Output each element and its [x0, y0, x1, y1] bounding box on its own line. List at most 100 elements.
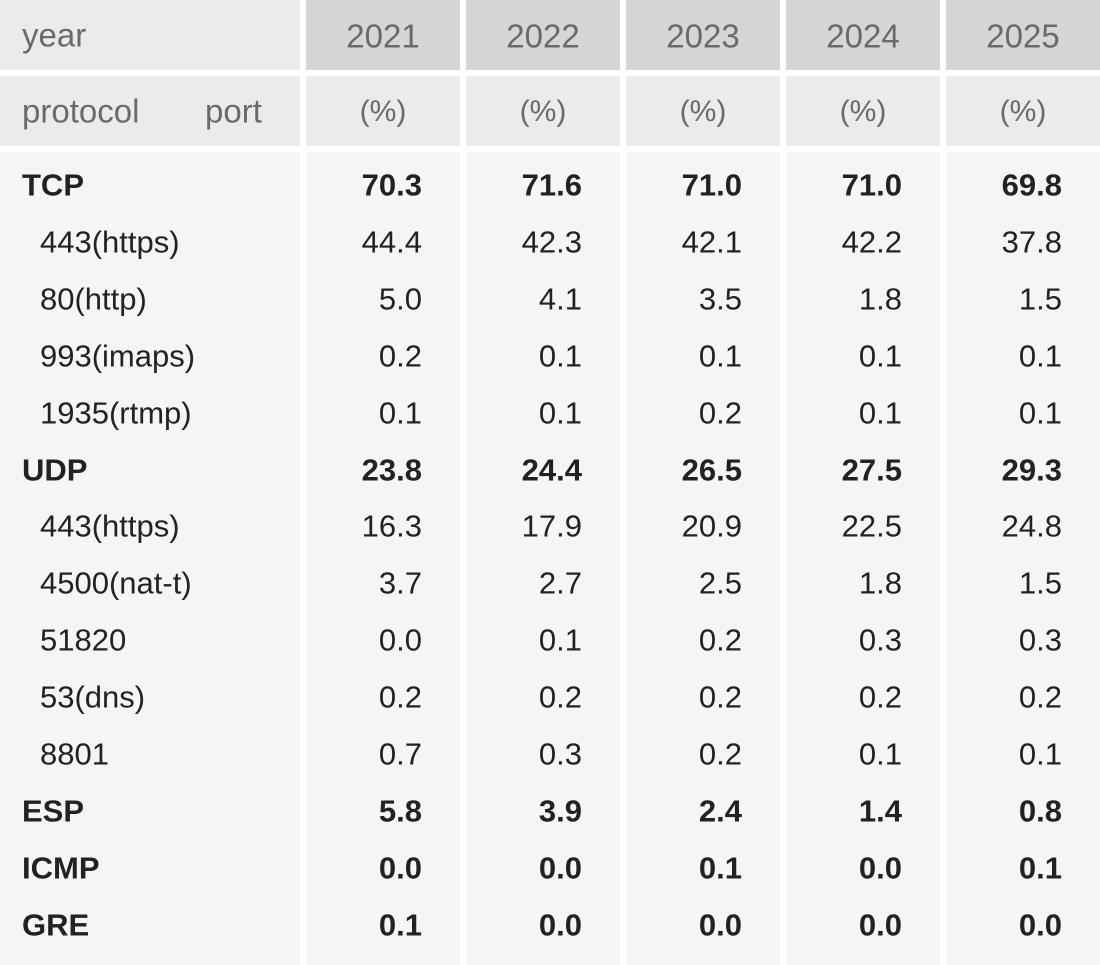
value-cell: 0.1: [1018, 850, 1062, 886]
value-cell: 2.4: [698, 793, 742, 829]
header-cell: [306, 0, 460, 70]
value-cell: 0.2: [698, 622, 742, 658]
header-cell: [946, 76, 1100, 146]
protocol-label: GRE: [22, 907, 90, 943]
header-cell: [466, 76, 620, 146]
header-label: port: [205, 92, 262, 130]
value-cell: 0.8: [1018, 793, 1062, 829]
body-column: [466, 152, 620, 965]
value-cell: 23.8: [361, 452, 422, 487]
value-cell: 5.8: [378, 793, 422, 829]
body-column: [306, 152, 460, 965]
protocol-label: TCP: [22, 167, 84, 203]
value-cell: 0.0: [858, 850, 902, 886]
value-cell: 1.8: [858, 565, 902, 601]
port-label: 1935(rtmp): [40, 395, 192, 431]
value-cell: 4.1: [538, 281, 582, 317]
year-header: 2025: [986, 17, 1060, 55]
year-header: 2021: [346, 17, 420, 55]
value-cell: 42.2: [841, 224, 902, 260]
value-cell: 0.0: [698, 907, 742, 943]
value-cell: 17.9: [521, 508, 582, 544]
value-cell: 0.0: [538, 850, 582, 886]
unit-header: (%): [519, 95, 567, 128]
port-label: 993(imaps): [40, 338, 196, 374]
value-cell: 1.4: [858, 793, 902, 829]
value-cell: 1.5: [1018, 565, 1062, 601]
port-label: 443(https): [40, 508, 180, 544]
value-cell: 26.5: [681, 452, 742, 487]
year-header: 2024: [826, 17, 900, 55]
value-cell: 0.1: [1018, 395, 1062, 431]
value-cell: 70.3: [361, 167, 422, 203]
value-cell: 0.2: [698, 395, 742, 431]
value-cell: 0.3: [858, 622, 902, 658]
value-cell: 0.1: [858, 395, 902, 431]
value-cell: 0.1: [1018, 338, 1062, 374]
value-cell: 20.9: [681, 508, 742, 544]
port-label: 53(dns): [40, 679, 146, 715]
value-cell: 0.0: [1018, 907, 1062, 943]
value-cell: 0.2: [378, 679, 422, 715]
value-cell: 24.4: [521, 452, 582, 487]
value-cell: 22.5: [841, 508, 902, 544]
body-column: [0, 152, 300, 965]
value-cell: 3.5: [698, 281, 742, 317]
value-cell: 42.1: [681, 224, 742, 260]
value-cell: 37.8: [1001, 224, 1062, 260]
header-cell: [626, 0, 780, 70]
header-label: year: [22, 16, 87, 54]
value-cell: 0.1: [538, 622, 582, 658]
value-cell: 0.1: [858, 736, 902, 772]
value-cell: 0.1: [858, 338, 902, 374]
unit-header: (%): [999, 95, 1047, 128]
body-column: [626, 152, 780, 965]
port-label: 4500(nat-t): [40, 565, 192, 601]
value-cell: 0.3: [1018, 622, 1062, 658]
header-label: protocol: [22, 92, 140, 130]
value-cell: 0.1: [378, 395, 422, 431]
unit-header: (%): [359, 95, 407, 128]
port-label: 80(http): [40, 281, 147, 317]
header-cell: [466, 0, 620, 70]
value-cell: 0.2: [698, 736, 742, 772]
value-cell: 0.0: [858, 907, 902, 943]
value-cell: 0.1: [698, 850, 742, 886]
value-cell: 0.3: [538, 736, 582, 772]
value-cell: 71.0: [841, 167, 902, 203]
unit-header: (%): [839, 95, 887, 128]
protocol-label: ICMP: [22, 850, 100, 886]
value-cell: 29.3: [1001, 452, 1062, 487]
header-cell: [946, 0, 1100, 70]
value-cell: 3.9: [538, 793, 582, 829]
port-label: 51820: [40, 622, 127, 658]
value-cell: 0.1: [698, 338, 742, 374]
header-cell: [0, 76, 300, 146]
value-cell: 71.6: [521, 167, 582, 203]
value-cell: 2.7: [538, 565, 582, 601]
header-cell: [306, 76, 460, 146]
value-cell: 42.3: [521, 224, 582, 260]
value-cell: 0.0: [378, 622, 422, 658]
value-cell: 0.2: [858, 679, 902, 715]
value-cell: 0.2: [378, 338, 422, 374]
header-cell: [786, 0, 940, 70]
value-cell: 27.5: [841, 452, 902, 487]
value-cell: 69.8: [1001, 167, 1062, 203]
value-cell: 0.7: [378, 736, 422, 772]
header-cell: [0, 0, 300, 70]
value-cell: 1.8: [858, 281, 902, 317]
header-cell: [626, 76, 780, 146]
port-label: 8801: [40, 736, 109, 772]
year-header: 2022: [506, 17, 580, 55]
value-cell: 0.1: [538, 338, 582, 374]
value-cell: 24.8: [1001, 508, 1062, 544]
protocol-label: UDP: [22, 452, 88, 487]
unit-header: (%): [679, 95, 727, 128]
year-header: 2023: [666, 17, 740, 55]
value-cell: 0.1: [378, 907, 422, 943]
value-cell: 0.2: [538, 679, 582, 715]
value-cell: 2.5: [698, 565, 742, 601]
header-cell: [786, 76, 940, 146]
